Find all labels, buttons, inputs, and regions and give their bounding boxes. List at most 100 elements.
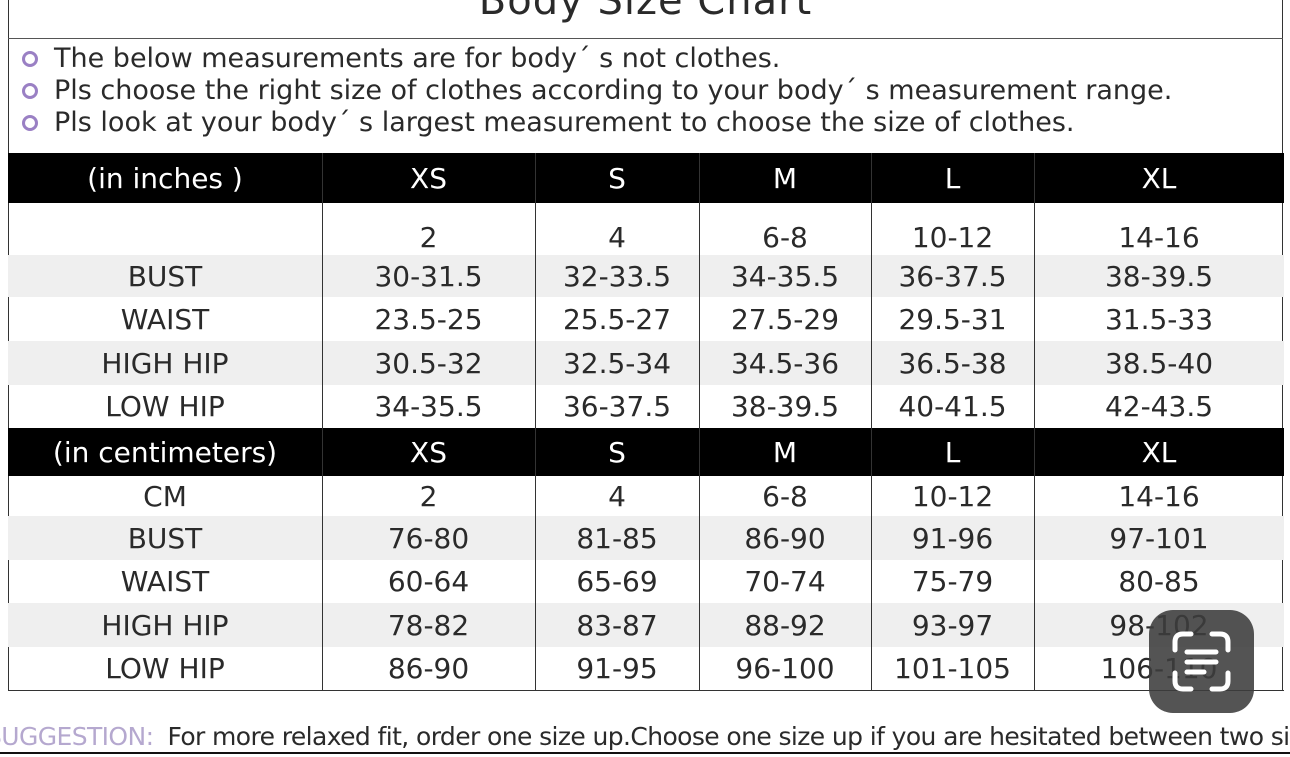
live-text-button[interactable] xyxy=(1149,610,1254,713)
header-cell: (in inches ) xyxy=(8,153,322,203)
size-cell: 86-90 xyxy=(744,521,826,555)
size-cell: 91-96 xyxy=(911,521,994,555)
row-shade xyxy=(8,603,1284,647)
column-divider xyxy=(871,428,872,690)
column-divider xyxy=(699,428,700,690)
size-cell: 75-79 xyxy=(911,565,994,598)
suggestion-text: For more relaxed fit, order one size up.… xyxy=(167,722,1290,751)
table-bottom xyxy=(8,690,1284,691)
size-cell: 70-74 xyxy=(744,565,826,598)
size-cell: 36.5-38 xyxy=(898,346,1007,380)
suggestion: SUGGESTION: For more relaxed fit, order o… xyxy=(0,722,1290,751)
header-cell: XL xyxy=(1034,428,1284,476)
size-cell: 4 xyxy=(608,479,626,513)
size-cell: 2 xyxy=(419,479,438,513)
size-cell: 32-33.5 xyxy=(562,259,672,293)
row-shade xyxy=(8,255,1284,297)
row-label: HIGH HIP xyxy=(101,346,229,380)
size-cell: 81-85 xyxy=(576,521,658,555)
size-cell: 2 xyxy=(419,220,438,254)
size-cell: 97-101 xyxy=(1109,521,1209,555)
size-cell: 31.5-33 xyxy=(1104,302,1214,336)
header-cell: S xyxy=(535,153,699,203)
size-cell: 36-37.5 xyxy=(562,390,672,423)
header-cell: (in centimeters) xyxy=(8,428,322,476)
note: Pls look at your body´ s largest measure… xyxy=(22,107,1075,138)
size-cell: 30-31.5 xyxy=(374,259,483,293)
column-divider xyxy=(322,428,323,690)
size-cell: 38-39.5 xyxy=(730,390,840,423)
row-label: BUST xyxy=(127,259,203,293)
row-label: LOW HIP xyxy=(105,652,225,685)
size-cell: 27.5-29 xyxy=(730,302,840,336)
size-cell: 83-87 xyxy=(576,608,658,642)
row-label: LOW HIP xyxy=(105,390,225,423)
note-text: Pls look at your body´ s largest measure… xyxy=(54,107,1075,138)
bullet xyxy=(22,82,38,99)
size-cell: 10-12 xyxy=(911,479,994,513)
size-cell: 4 xyxy=(608,220,626,254)
size-cell: 36-37.5 xyxy=(898,259,1007,293)
size-cell: 91-95 xyxy=(576,652,658,685)
note: Pls choose the right size of clothes acc… xyxy=(22,75,1172,106)
row-label: WAIST xyxy=(120,302,210,336)
size-cell: 96-100 xyxy=(735,652,835,685)
size-cell: 76-80 xyxy=(387,521,470,555)
row-label: WAIST xyxy=(120,565,210,598)
column-divider xyxy=(535,428,536,690)
size-cell: 14-16 xyxy=(1118,479,1200,513)
column-divider xyxy=(699,153,700,428)
size-cell: 6-8 xyxy=(762,479,808,513)
size-cell: 42-43.5 xyxy=(1104,390,1214,423)
note-text: Pls choose the right size of clothes acc… xyxy=(54,75,1173,106)
column-divider xyxy=(1034,153,1035,428)
bullet xyxy=(22,50,38,67)
bottom-rule xyxy=(0,752,1290,754)
size-cell: 6-8 xyxy=(762,220,808,254)
size-cell: 38.5-40 xyxy=(1104,346,1214,380)
row-label: CM xyxy=(143,479,187,513)
size-cell: 10-12 xyxy=(911,220,994,254)
size-cell: 34.5-36 xyxy=(730,346,840,380)
note-text: The below measurements are for body´ s n… xyxy=(54,43,781,74)
header-cell: XL xyxy=(1034,153,1284,203)
row-shade xyxy=(8,341,1284,385)
size-cell: 34-35.5 xyxy=(374,390,483,423)
live-text-icon xyxy=(1172,631,1231,692)
header-cell: XS xyxy=(322,428,535,476)
bullet xyxy=(22,114,38,131)
note: The below measurements are for body´ s n… xyxy=(22,43,780,74)
size-cell: 60-64 xyxy=(387,565,470,598)
size-cell: 88-92 xyxy=(744,608,826,642)
size-cell: 101-105 xyxy=(894,652,1011,685)
size-cell: 23.5-25 xyxy=(374,302,483,336)
header-cell: M xyxy=(699,428,871,476)
column-divider xyxy=(535,153,536,428)
column-divider xyxy=(871,153,872,428)
size-cell: 32.5-34 xyxy=(562,346,672,380)
size-cell: 34-35.5 xyxy=(730,259,840,293)
size-cell: 65-69 xyxy=(576,565,658,598)
header-cell: L xyxy=(871,428,1034,476)
header-cell: XS xyxy=(322,153,535,203)
suggestion-label: SUGGESTION: xyxy=(0,722,154,751)
row-label: BUST xyxy=(127,521,203,555)
size-cell: 29.5-31 xyxy=(898,302,1007,336)
title: Body Size Chart xyxy=(478,0,813,24)
size-cell: 30.5-32 xyxy=(374,346,483,380)
size-cell: 86-90 xyxy=(387,652,470,685)
header-cell: M xyxy=(699,153,871,203)
column-divider xyxy=(322,153,323,428)
title-rule xyxy=(8,38,1283,39)
size-cell: 80-85 xyxy=(1118,565,1200,598)
size-cell: 25.5-27 xyxy=(562,302,672,336)
row-shade xyxy=(8,516,1284,560)
size-cell: 40-41.5 xyxy=(898,390,1007,423)
row-label: HIGH HIP xyxy=(101,608,229,642)
column-divider xyxy=(1034,428,1035,690)
size-cell: 14-16 xyxy=(1118,220,1200,254)
size-cell: 38-39.5 xyxy=(1104,259,1214,293)
size-cell: 93-97 xyxy=(911,608,994,642)
header-cell: L xyxy=(871,153,1034,203)
